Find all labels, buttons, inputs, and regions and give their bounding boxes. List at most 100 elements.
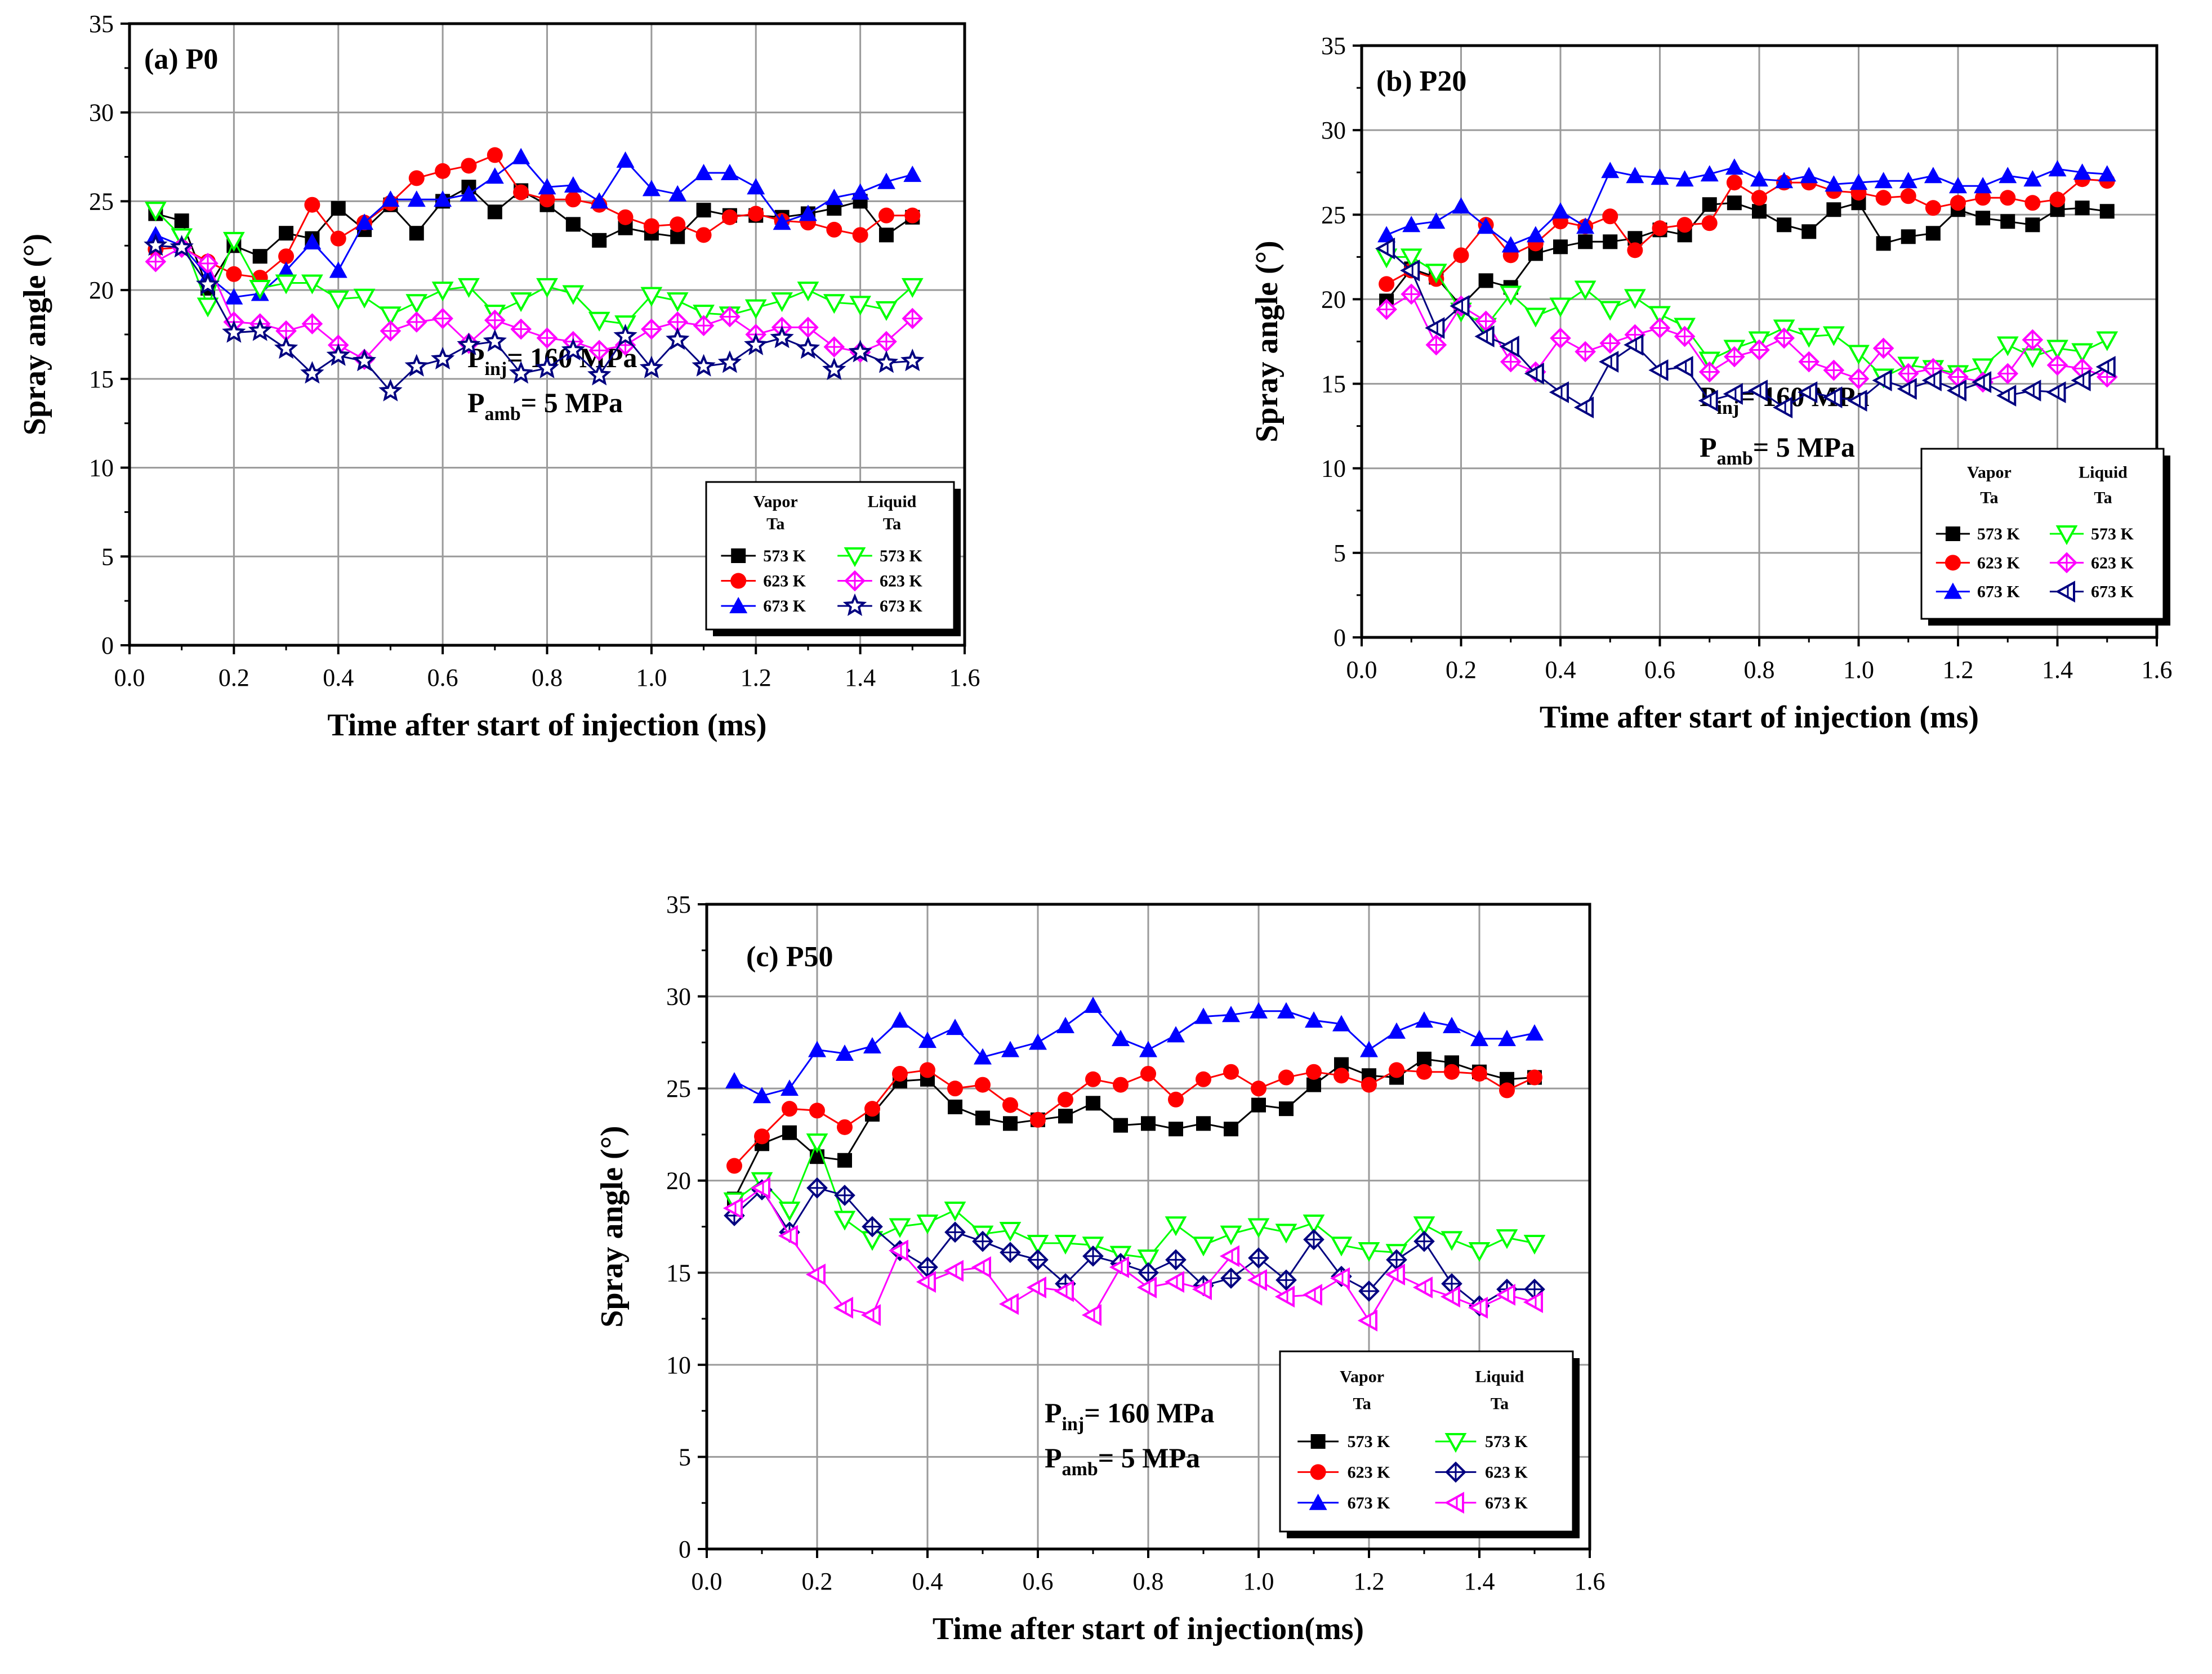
y-tick-label: 5 (1334, 539, 1346, 567)
data-point (2075, 200, 2090, 216)
data-point (1875, 190, 1892, 206)
data-point (1676, 217, 1693, 233)
data-point (1477, 217, 1495, 234)
y-tick-label: 10 (89, 454, 114, 482)
data-point (2049, 191, 2066, 208)
data-point (561, 338, 585, 361)
legend-label: 673 K (1977, 583, 2021, 601)
data-point (1701, 215, 1718, 231)
data-point (916, 1271, 936, 1293)
data-point (2046, 354, 2068, 376)
data-point (1573, 396, 1594, 418)
data-point (946, 1019, 964, 1035)
x-tick-label: 1.2 (1354, 1568, 1385, 1595)
data-point (799, 204, 817, 221)
x-tick-label: 0.6 (1023, 1568, 1054, 1595)
data-point (565, 217, 581, 232)
data-point (809, 1102, 825, 1119)
data-point (720, 163, 739, 180)
legend-label: 673 K (880, 597, 923, 615)
data-point (1358, 1280, 1380, 1302)
data-point (1997, 363, 2019, 385)
data-point (170, 235, 194, 258)
legend-entry: 673 K (837, 593, 923, 617)
data-point (1444, 1064, 1460, 1080)
data-point (2000, 214, 2015, 229)
data-point (408, 170, 425, 186)
data-point (2021, 380, 2041, 401)
data-point (1971, 371, 1992, 393)
data-point (1601, 162, 1620, 178)
data-point (1360, 1041, 1378, 1057)
data-point (833, 1297, 853, 1319)
data-point (1826, 202, 1841, 217)
data-point (174, 213, 189, 229)
data-point (1112, 1029, 1130, 1046)
legend-label: 673 K (2091, 583, 2134, 601)
data-point (1412, 1276, 1433, 1298)
data-point (145, 251, 167, 273)
legend-label: 623 K (1348, 1463, 1391, 1481)
data-point (1624, 289, 1646, 309)
data-point (837, 1153, 852, 1168)
x-tick-label: 0.2 (802, 1568, 833, 1595)
data-point (1224, 1122, 1238, 1137)
data-point (303, 233, 322, 249)
data-point (920, 1062, 935, 1078)
legend-label: 673 K (1348, 1494, 1391, 1512)
series-liquid-673k (723, 1177, 1543, 1332)
data-point (1468, 1297, 1488, 1319)
data-point (222, 231, 245, 252)
data-point (487, 204, 502, 220)
y-tick-label: 10 (666, 1351, 691, 1379)
legend-marker (1945, 526, 1960, 541)
data-point (483, 329, 507, 352)
data-point (1402, 216, 1421, 233)
legend-marker (1309, 1493, 1327, 1510)
y-tick-label: 15 (666, 1259, 691, 1287)
data-point (1251, 1081, 1266, 1097)
y-tick-label: 0 (101, 632, 114, 659)
data-point (1306, 1064, 1322, 1080)
data-point (512, 148, 530, 164)
data-point (1306, 1077, 1321, 1092)
data-point (1027, 1249, 1049, 1271)
data-point (693, 315, 715, 337)
legend-header-vapor: Vapor (1967, 463, 2012, 481)
data-point (666, 292, 689, 313)
data-point (836, 1044, 854, 1061)
y-tick-label: 35 (1321, 32, 1346, 60)
data-point (588, 311, 610, 332)
data-point (975, 1077, 991, 1093)
data-point (1139, 1041, 1157, 1057)
data-point (695, 227, 712, 243)
data-point (900, 349, 925, 372)
legend-marker (1444, 1492, 1464, 1514)
series-vapor-673k (1377, 158, 2116, 253)
legend-header-vapor: Vapor (1340, 1367, 1384, 1386)
x-tick-label: 0.4 (1545, 656, 1576, 684)
legend: Vapor Ta Liquid Ta 573 K 623 K 673 K 573 K 623 K… (1279, 1350, 1580, 1538)
data-point (1523, 1234, 1546, 1255)
data-point (1086, 1096, 1100, 1111)
data-point (837, 1119, 853, 1135)
data-point (1169, 1122, 1183, 1137)
data-point (1113, 1118, 1128, 1133)
data-point (355, 213, 374, 230)
data-point (1798, 351, 1820, 373)
data-point (1247, 1269, 1267, 1291)
data-point (1500, 351, 1522, 373)
data-point (1750, 170, 1768, 187)
data-point (431, 282, 454, 302)
data-point (588, 340, 610, 361)
data-point (744, 299, 767, 319)
data-point (1251, 1097, 1266, 1113)
data-point (1375, 237, 1395, 260)
x-tick-label: 1.4 (2042, 656, 2073, 684)
data-point (1002, 1097, 1018, 1113)
legend-entry: 623 K (1936, 553, 2020, 572)
data-point (435, 163, 451, 179)
data-point (562, 285, 585, 305)
data-point (639, 355, 663, 378)
x-tick-label: 1.0 (1243, 1568, 1274, 1595)
